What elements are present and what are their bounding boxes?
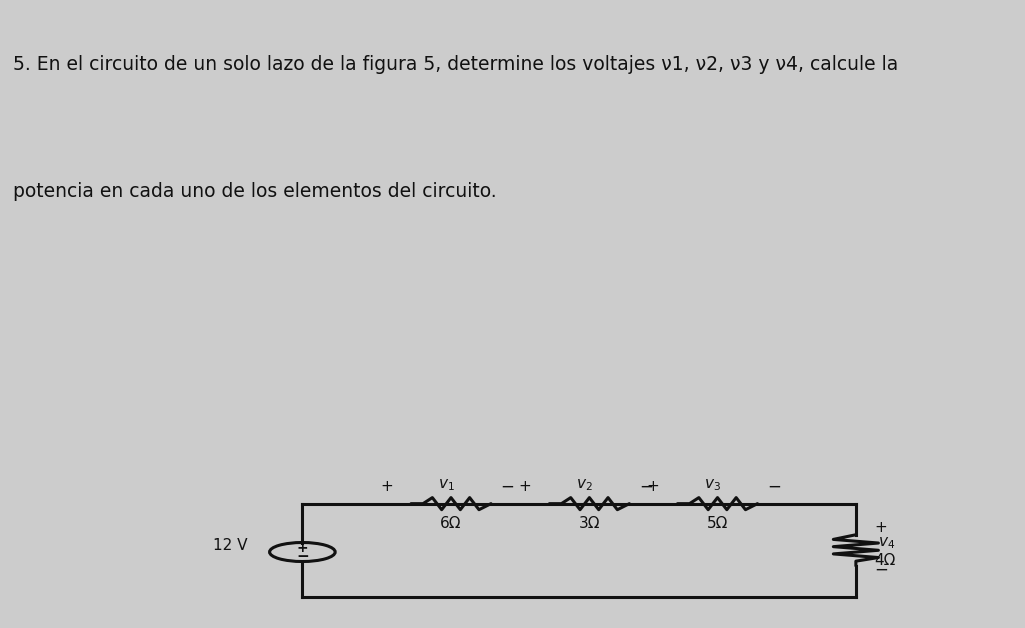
Text: −: − [639,477,653,495]
Text: +: + [647,479,659,494]
Text: +: + [874,521,887,535]
Text: $v_3$: $v_3$ [704,477,721,492]
Text: $v_4$: $v_4$ [878,536,896,551]
Text: +: + [519,479,531,494]
Text: +: + [380,479,393,494]
Text: −: − [767,477,781,495]
Text: 6Ω: 6Ω [441,516,461,531]
Text: $v_1$: $v_1$ [438,477,454,492]
Text: potencia en cada uno de los elementos del circuito.: potencia en cada uno de los elementos de… [13,182,497,201]
Text: 3Ω: 3Ω [579,516,600,531]
Text: +: + [296,541,309,555]
Text: −: − [296,548,309,563]
Text: 12 V: 12 V [212,538,247,553]
Text: −: − [874,560,889,578]
Text: $v_2$: $v_2$ [576,477,592,492]
Text: 4Ω: 4Ω [874,553,896,568]
Text: 5. En el circuito de un solo lazo de la figura 5, determine los voltajes ν1, ν2,: 5. En el circuito de un solo lazo de la … [13,55,899,73]
Text: −: − [500,477,515,495]
Text: 5Ω: 5Ω [707,516,728,531]
